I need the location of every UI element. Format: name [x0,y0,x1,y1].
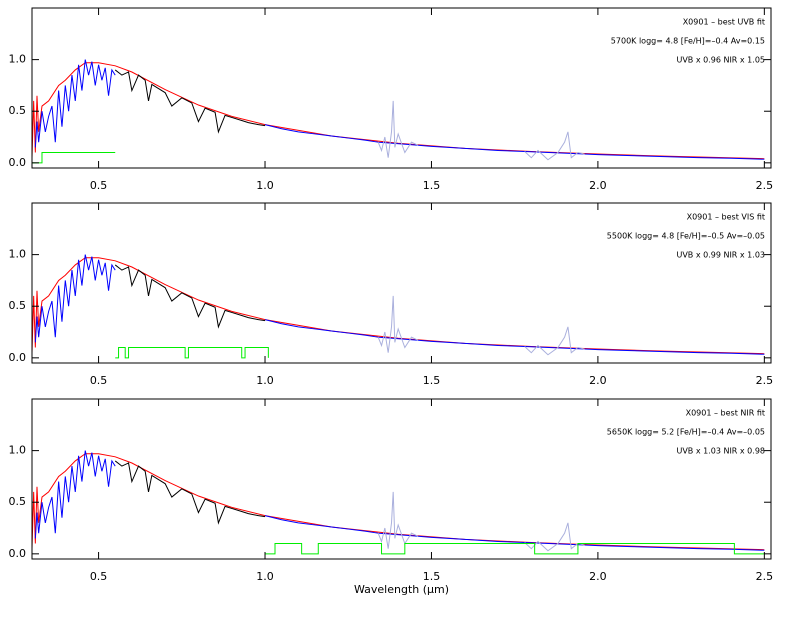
y-tick-label: 0.0 [9,156,27,169]
y-tick-label: 1.0 [9,444,27,457]
plot-frame [31,202,772,364]
spectrum-line [264,124,765,160]
spectrum-line [114,264,266,329]
y-tick-label: 0.5 [9,299,27,312]
x-tick-label: 2.5 [756,374,774,387]
y-tick-label: 0.5 [9,495,27,508]
spectrum-line [377,295,419,353]
x-tick-label: 1.0 [256,179,274,192]
annotation: UVB x 1.03 NIR x 0.98 [676,447,765,456]
spectrum-line [377,491,419,549]
spectrum-line [34,254,116,343]
y-tick-label: 0.0 [9,351,27,364]
x-tick-label: 1.5 [423,179,441,192]
y-tick-label: 1.0 [9,248,27,261]
x-tick-label: 2.0 [589,179,607,192]
annotation: X0901 – best VIS fit [687,213,765,222]
annotation: 5650K logg= 5.2 [Fe/H]=–0.4 Av=–0.05 [607,428,765,437]
y-tick-label: 0.0 [9,547,27,560]
spectrum-line [115,347,269,359]
spectrum-line [32,152,116,164]
spectrum-line [524,131,585,161]
annotation: UVB x 0.99 NIR x 1.03 [676,251,765,260]
annotation: UVB x 0.96 NIR x 1.05 [676,56,765,65]
spectrum-line [34,59,116,148]
x-tick-label: 2.0 [589,570,607,583]
y-tick-label: 0.5 [9,104,27,117]
annotation: X0901 – best UVB fit [683,18,765,27]
y-tick-label: 1.0 [9,53,27,66]
spectrum-line [524,326,585,356]
plot-frame [31,7,772,169]
annotation: X0901 – best NIR fit [686,409,765,418]
annotation: 5700K logg= 4.8 [Fe/H]=–0.4 Av=0.15 [611,37,765,46]
spectrum-line [524,522,585,552]
spectrum-line [114,460,266,525]
x-tick-label: 1.0 [256,374,274,387]
spectrum-line [377,100,419,158]
spectrum-line [264,515,765,551]
annotation: 5500K logg= 4.8 [Fe/H]=–0.5 Av=–0.05 [607,232,765,241]
x-tick-label: 0.5 [90,374,108,387]
x-tick-label: 0.5 [90,570,108,583]
x-tick-label: 0.5 [90,179,108,192]
x-tick-label: 2.5 [756,570,774,583]
spectrum-line [34,450,116,539]
x-axis-label: Wavelength (μm) [354,583,449,596]
plot-frame [31,398,772,560]
spectrum-line [264,319,765,355]
x-tick-label: 1.5 [423,570,441,583]
spectrum-line [265,543,765,555]
x-tick-label: 1.0 [256,570,274,583]
x-tick-label: 1.5 [423,374,441,387]
x-tick-label: 2.5 [756,179,774,192]
spectrum-line [114,69,266,134]
x-tick-label: 2.0 [589,374,607,387]
